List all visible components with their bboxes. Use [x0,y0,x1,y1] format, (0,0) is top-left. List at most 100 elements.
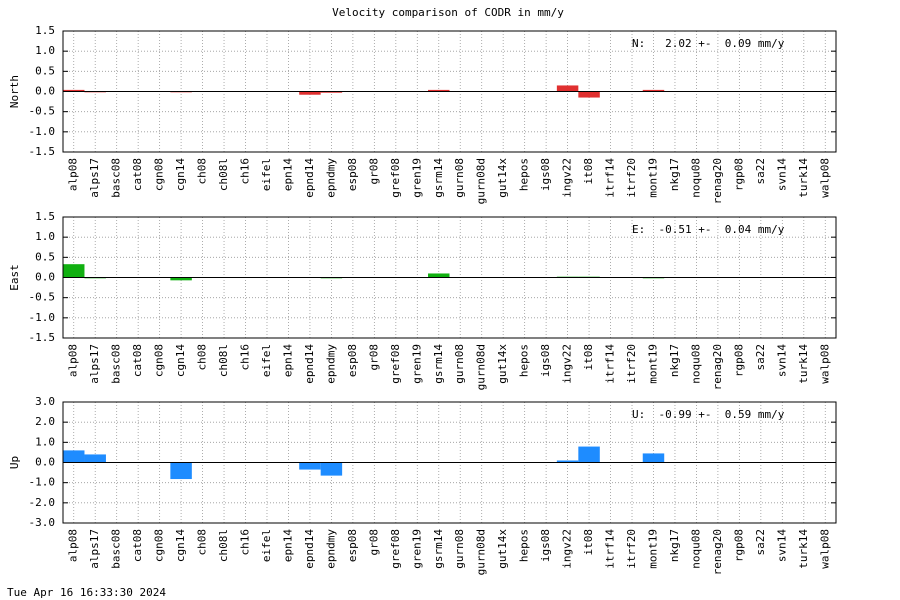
y-tick-label: -1.5 [29,331,56,344]
x-tick-label: sa22 [754,344,767,371]
x-tick-label: itrf14 [604,529,617,569]
x-tick-label: nkg17 [668,529,681,562]
x-tick-label: gr08 [367,158,380,185]
bar [63,264,85,278]
bar [556,85,579,92]
y-tick-label: -1.0 [29,476,56,489]
annotation: E: -0.51 +- 0.04 mm/y [632,223,785,236]
chart-title: Velocity comparison of CODR in mm/y [332,6,564,19]
x-tick-label: gurn08d [475,158,488,204]
bar [63,89,85,92]
x-tick-label: gsrm14 [432,158,445,198]
y-tick-label: 1.5 [35,210,55,223]
annotation: U: -0.99 +- 0.59 mm/y [632,408,785,421]
x-tick-label: gref08 [389,529,402,569]
y-tick-label: -0.5 [29,291,56,304]
x-tick-label: esp08 [346,158,359,191]
y-tick-label: 0.0 [35,271,55,284]
x-tick-label: ingv22 [561,529,574,569]
x-tick-label: gurn08d [475,529,488,575]
x-tick-label: gr08 [367,344,380,371]
x-tick-label: cgn14 [174,158,187,191]
x-tick-label: epndmy [324,158,337,198]
x-tick-label: hepos [518,529,531,562]
x-tick-label: cgn08 [153,529,166,562]
x-tick-label: noqu08 [689,158,702,198]
x-tick-label: epn14 [281,529,294,562]
y-tick-label: -1.0 [29,311,56,324]
x-tick-label: gurn08 [453,158,466,198]
x-tick-label: cat08 [131,344,144,377]
x-tick-label: gurn08d [475,344,488,390]
bar [320,462,343,476]
x-tick-label: hepos [518,158,531,191]
bar [578,446,600,463]
x-tick-label: gurn08 [453,529,466,569]
x-tick-label: gref08 [389,344,402,384]
x-tick-label: gren19 [410,158,423,198]
bar [84,454,106,463]
x-tick-label: cgn08 [153,344,166,377]
y-tick-label: -1.5 [29,145,56,158]
timestamp: Tue Apr 16 16:33:30 2024 [7,586,166,599]
y-tick-label: 0.5 [35,250,55,263]
plot-frame [62,401,837,524]
x-tick-label: itrf14 [604,344,617,384]
y-tick-label: 0.5 [35,64,55,77]
x-tick-label: epnd14 [303,529,316,569]
y-tick-label: 3.0 [35,395,55,408]
x-tick-label: basc08 [110,529,123,569]
x-tick-label: cgn14 [174,529,187,562]
x-tick-label: mont19 [646,529,659,569]
x-tick-label: cat08 [131,529,144,562]
bar [428,273,450,278]
y-axis-label: North [8,75,21,108]
x-tick-label: svn14 [775,344,788,377]
x-tick-label: alps17 [88,158,101,198]
x-tick-label: epnd14 [303,344,316,384]
x-tick-label: it08 [582,158,595,185]
x-tick-label: eifel [260,529,273,562]
x-tick-label: gsrm14 [432,344,445,384]
x-tick-label: nkg17 [668,344,681,377]
x-tick-label: sa22 [754,529,767,556]
plot-frame [62,216,837,339]
x-tick-label: itrf20 [625,158,638,198]
x-tick-label: mont19 [646,158,659,198]
x-tick-label: ch16 [239,529,252,556]
plot-frame [62,30,837,153]
y-tick-label: 1.5 [35,24,55,37]
x-tick-label: ingv22 [561,158,574,198]
x-tick-label: gut14x [496,529,509,569]
y-tick-label: 1.0 [35,44,55,57]
x-tick-label: walp08 [818,529,831,569]
x-tick-label: alps17 [88,529,101,569]
x-tick-label: cgn08 [153,158,166,191]
y-tick-label: 1.0 [35,435,55,448]
x-tick-label: renag20 [711,529,724,575]
x-tick-label: renag20 [711,344,724,390]
x-tick-label: gurn08 [453,344,466,384]
x-tick-label: ch08 [196,344,209,371]
x-tick-label: basc08 [110,344,123,384]
annotation: N: 2.02 +- 0.09 mm/y [632,37,785,50]
bar [170,277,192,281]
x-tick-label: epn14 [281,158,294,191]
x-tick-label: noqu08 [689,344,702,384]
x-tick-label: gren19 [410,529,423,569]
x-tick-label: it08 [582,344,595,371]
y-tick-label: 1.0 [35,230,55,243]
x-tick-label: ch16 [239,158,252,185]
x-tick-label: cgn14 [174,344,187,377]
x-tick-label: walp08 [818,344,831,384]
x-tick-label: epn14 [281,344,294,377]
x-tick-label: hepos [518,344,531,377]
bar [320,91,343,93]
x-tick-label: rgp08 [732,529,745,562]
x-tick-label: epnd14 [303,158,316,198]
x-tick-label: walp08 [818,158,831,198]
bar [63,450,85,463]
x-tick-label: igs08 [539,158,552,191]
x-tick-label: itrf20 [625,529,638,569]
y-tick-label: 2.0 [35,415,55,428]
